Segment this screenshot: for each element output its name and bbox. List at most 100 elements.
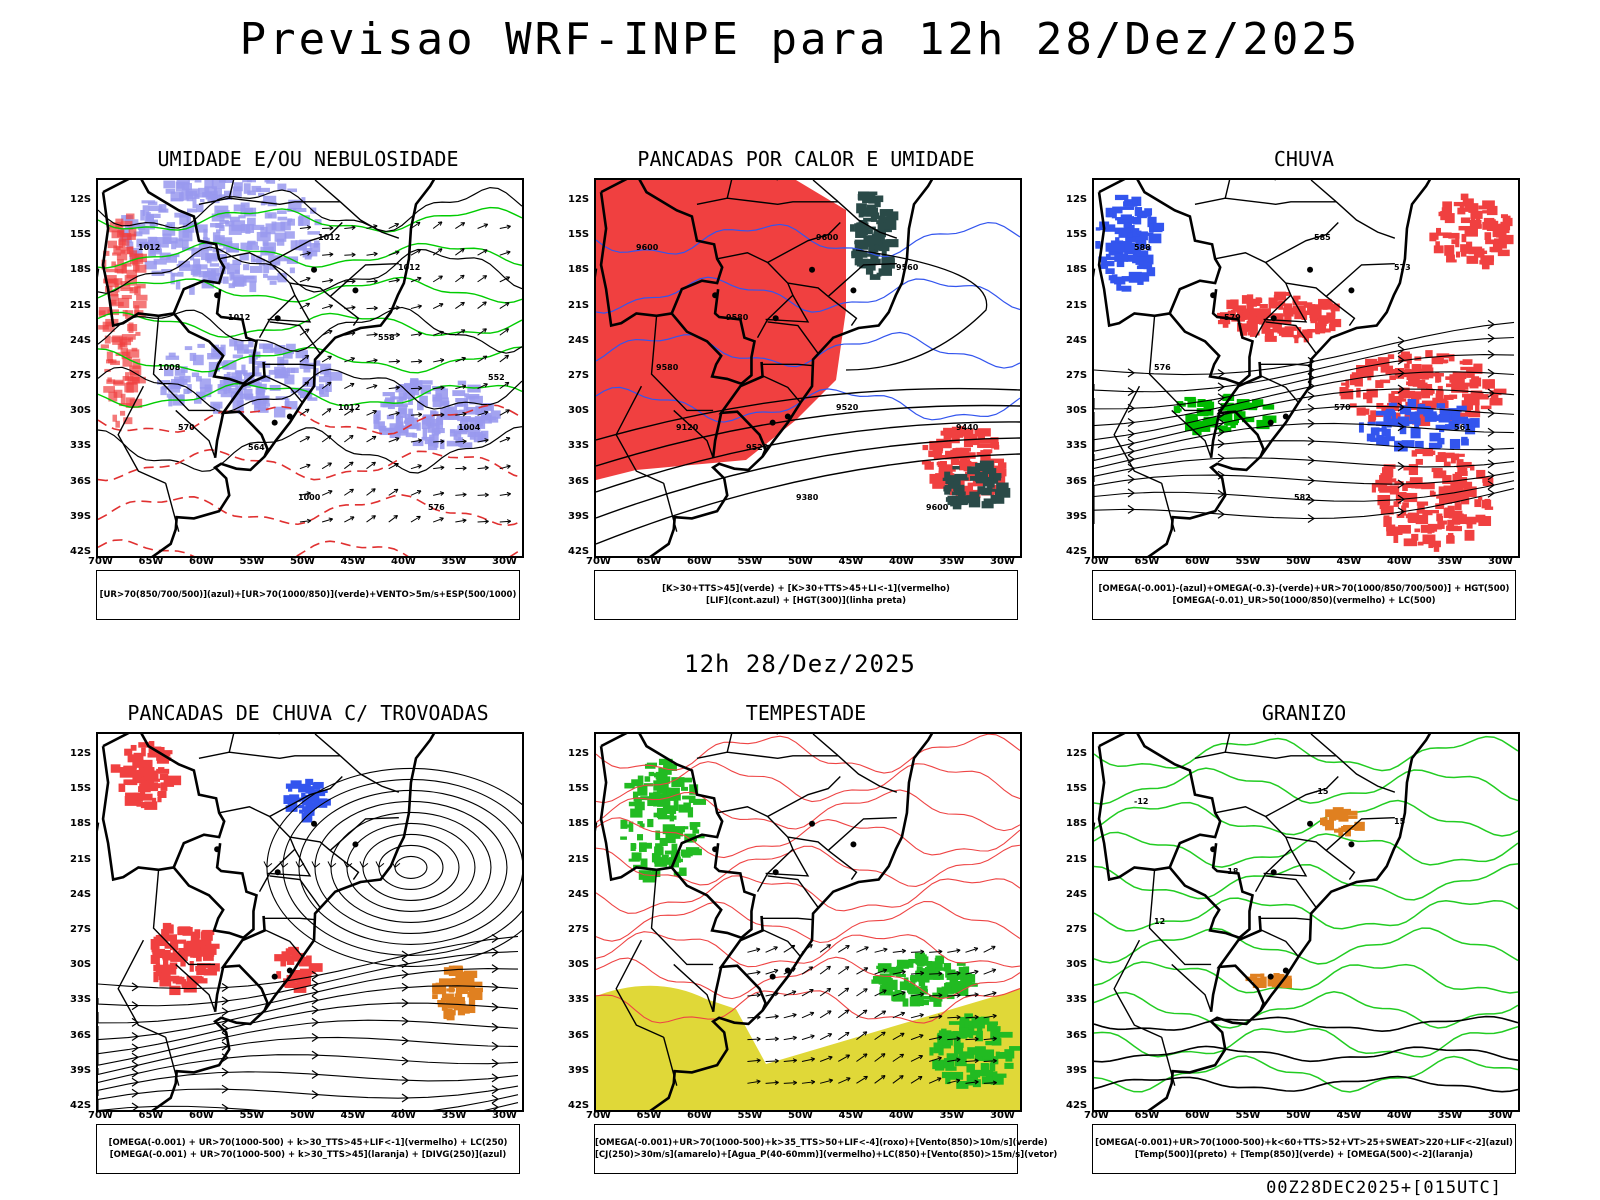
contour-label: 582 [1294, 493, 1311, 502]
lon-tick-label: 50W [788, 556, 813, 567]
lon-tick-label: 65W [636, 1110, 662, 1121]
lon-tick-label: 45W [1336, 556, 1362, 567]
legend-box-chuva: [OMEGA(-0.001)-(azul)+OMEGA(-0.3)-(verde… [1092, 570, 1516, 620]
lon-tick-label: 30W [492, 556, 517, 567]
legend-line: [OMEGA(-0.001)+UR>70(1000-500)+k<60+TTS>… [1095, 1138, 1513, 1148]
panel-title-pancadas-trovoadas: PANCADAS DE CHUVA C/ TROVOADAS [127, 701, 489, 725]
lat-tick-label: 24S [568, 334, 590, 346]
lat-tick-label: 30S [1066, 959, 1088, 971]
main-title: Previsao WRF-INPE para 12h 28/Dez/2025 [239, 14, 1361, 65]
lat-tick-label: 33S [70, 440, 92, 452]
lon-tick-label: 40W [1387, 1110, 1412, 1121]
contour-label: 9520 [836, 403, 859, 412]
lon-tick-label: 35W [1437, 556, 1463, 567]
lon-tick-label: 65W [138, 556, 164, 567]
field-layer [1094, 193, 1515, 552]
contour-label: 9560 [896, 263, 919, 272]
lon-tick-label: 50W [788, 1110, 813, 1121]
lat-tick-label: 42S [1066, 546, 1088, 557]
lat-tick-label: 21S [568, 299, 590, 311]
field-layer [98, 741, 522, 1110]
field-layer [1094, 735, 1518, 1093]
contour-label: -15 [1314, 787, 1329, 796]
panel-title-granizo: GRANIZO [1261, 701, 1347, 725]
lon-tick-label: 50W [1286, 1110, 1311, 1121]
lon-tick-label: 65W [636, 556, 662, 567]
geography-borders [98, 180, 436, 556]
lon-tick-label: 70W [1084, 1110, 1109, 1121]
legend-line: [K>30+TTS>45](verde) + [K>30+TTS>45+LI<-… [662, 584, 950, 594]
jet-area [596, 985, 1020, 1110]
lon-tick-label: 35W [939, 1110, 965, 1121]
lon-tick-label: 55W [737, 556, 763, 567]
legend-box-pancadas-trovoadas: [OMEGA(-0.001) + UR>70(1000-500) + k>30_… [96, 1124, 520, 1174]
lat-tick-label: 21S [1066, 299, 1088, 311]
contour-label: 561 [1454, 423, 1471, 432]
lon-tick-label: 55W [239, 556, 265, 567]
lon-tick-label: 70W [88, 556, 113, 567]
geography-borders [596, 734, 934, 1110]
lon-tick-label: 45W [340, 556, 366, 567]
lon-tick-label: 30W [990, 1110, 1015, 1121]
panel-title-umidade: UMIDADE E/OU NEBULOSIDADE [157, 147, 459, 171]
contour-label: 9600 [926, 503, 949, 512]
contour-label: 1012 [398, 263, 420, 272]
lat-tick-label: 27S [70, 370, 92, 381]
lat-tick-label: 18S [568, 264, 590, 276]
lon-tick-label: 50W [1286, 556, 1311, 567]
contour-label: 1008 [158, 363, 181, 372]
map-panel-umidade: 1012 1012 1012 1008 1012 1012 1004 1000 570 576 56… [96, 178, 524, 558]
lat-tick-label: 21S [70, 299, 92, 311]
lon-tick-label: 60W [189, 556, 214, 567]
lat-tick-label: 27S [568, 924, 590, 935]
lat-tick-label: 30S [1066, 405, 1088, 417]
lat-tick-label: 12S [70, 194, 92, 205]
lat-tick-label: 33S [70, 994, 92, 1006]
lat-tick-label: 15S [70, 783, 92, 795]
instability-area [596, 180, 846, 480]
lat-tick-label: 21S [568, 853, 590, 865]
lon-tick-label: 70W [586, 556, 611, 567]
lat-tick-label: 27S [1066, 370, 1088, 381]
lon-tick-label: 60W [687, 556, 712, 567]
lat-tick-label: 33S [1066, 994, 1088, 1006]
lon-tick-label: 40W [391, 1110, 416, 1121]
lat-tick-label: 15S [568, 229, 590, 241]
contour-label: 9120 [676, 423, 699, 432]
lat-tick-label: 39S [70, 510, 92, 522]
lon-tick-label: 60W [687, 1110, 712, 1121]
lon-tick-label: 30W [492, 1110, 517, 1121]
lat-tick-label: 30S [568, 405, 590, 417]
map-panel-tempestade [594, 732, 1022, 1112]
lon-tick-label: 35W [1437, 1110, 1463, 1121]
contour-label: 1000 [298, 493, 321, 502]
lon-tick-label: 50W [290, 556, 315, 567]
lat-tick-label: 42S [70, 1100, 92, 1111]
contour-label: 1012 [228, 313, 250, 322]
lat-tick-label: 15S [568, 783, 590, 795]
contour-label: 9520 [746, 443, 769, 452]
lat-tick-label: 33S [568, 994, 590, 1006]
mid-date-label: 12h 28/Dez/2025 [684, 650, 916, 678]
contour-label: 588 [1134, 243, 1151, 252]
field-layer [98, 180, 522, 556]
lon-tick-label: 45W [340, 1110, 366, 1121]
lat-tick-label: 24S [1066, 888, 1088, 900]
lat-tick-label: 42S [568, 1100, 590, 1111]
contour-label: 9600 [636, 243, 659, 252]
contour-label: 9600 [816, 233, 839, 242]
lat-tick-label: 15S [1066, 783, 1088, 795]
field-layer [596, 180, 1020, 545]
lon-tick-label: 35W [939, 556, 965, 567]
lat-tick-label: 24S [1066, 334, 1088, 346]
contour-label: 9440 [956, 423, 979, 432]
lon-tick-label: 70W [586, 1110, 611, 1121]
lon-tick-label: 45W [838, 556, 864, 567]
map-panel-chuva: 588 585 579 576 573 570 561 582 [1092, 178, 1520, 558]
lat-tick-label: 24S [568, 888, 590, 900]
contour-label: 558 [378, 333, 395, 342]
legend-box-granizo: [OMEGA(-0.001)+UR>70(1000-500)+k<60+TTS>… [1092, 1124, 1516, 1174]
contour-label: 570 [178, 423, 195, 432]
lat-tick-label: 18S [1066, 818, 1088, 830]
lat-tick-label: 39S [568, 1064, 590, 1076]
